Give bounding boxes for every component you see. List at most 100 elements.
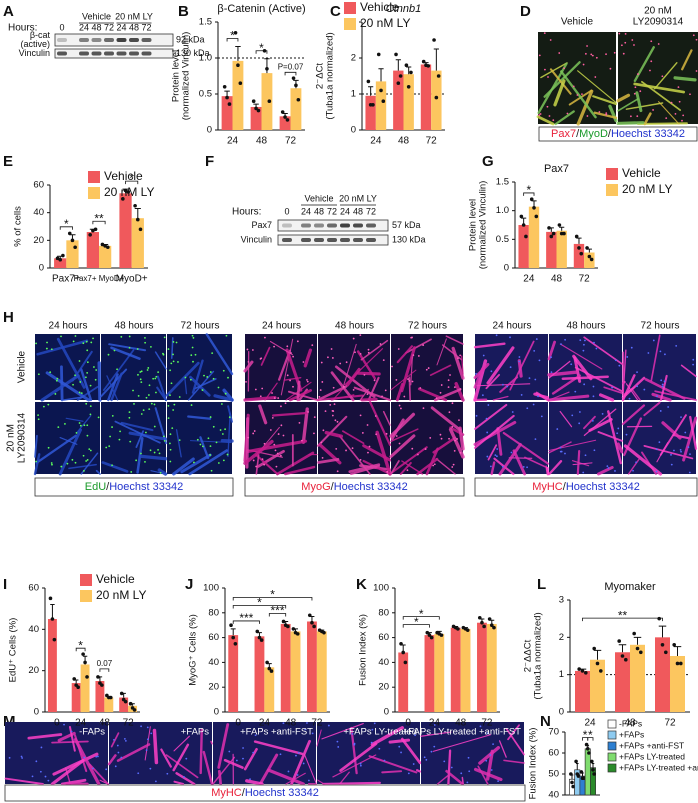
cell-fiber <box>400 737 422 765</box>
caption-part: Hoechst 33342 <box>109 481 183 493</box>
column-header: 72 hours <box>408 321 447 332</box>
cell-fiber <box>399 461 412 475</box>
cell-fiber <box>689 415 698 450</box>
nucleus <box>540 415 543 418</box>
lane-label: 24 <box>79 22 89 32</box>
error-bar <box>576 237 582 244</box>
nucleus <box>670 453 672 456</box>
nucleus <box>618 364 621 367</box>
cell-fiber <box>350 465 380 476</box>
blot-band <box>129 38 139 42</box>
cell-fiber <box>627 458 640 475</box>
data-point <box>312 624 316 629</box>
cell-fiber <box>187 415 212 420</box>
nucleus <box>154 377 157 380</box>
data-point <box>421 59 426 64</box>
data-point <box>590 759 594 764</box>
blot-band <box>282 223 292 228</box>
cell-fiber <box>154 407 168 445</box>
nucleus <box>532 403 535 406</box>
cell-fiber <box>436 773 451 785</box>
bar <box>254 636 265 712</box>
caption-part: MyHC <box>211 787 242 799</box>
image-label: -FAPs <box>79 727 105 738</box>
y-tick-label: 20 <box>28 665 39 676</box>
nucleus <box>172 353 174 356</box>
nucleus <box>150 732 153 735</box>
nucleus <box>167 348 170 350</box>
data-point <box>585 747 590 751</box>
bar <box>424 635 435 712</box>
x-tick-label: 48 <box>455 718 467 729</box>
nucleus <box>132 389 134 392</box>
nucleus <box>408 380 411 382</box>
data-point <box>489 623 494 627</box>
data-point <box>399 642 403 646</box>
nucleus <box>147 367 150 369</box>
nucleus <box>192 336 195 339</box>
nucleus <box>591 419 594 422</box>
nucleus <box>128 416 131 419</box>
nucleus <box>680 416 682 419</box>
cell-fiber <box>430 406 462 432</box>
nucleus <box>264 336 266 339</box>
nucleus <box>489 465 492 468</box>
nucleus <box>631 39 634 41</box>
nucleus <box>271 392 273 394</box>
nucleus <box>47 403 50 406</box>
nucleus <box>429 437 432 439</box>
panel-letter: A <box>3 3 14 20</box>
significance-label: * <box>414 615 419 629</box>
nucleus <box>162 353 165 356</box>
cell-fiber <box>616 442 624 454</box>
nucleus <box>261 387 264 390</box>
data-point <box>595 661 600 666</box>
data-point <box>55 256 60 261</box>
nucleus <box>579 411 581 413</box>
micrograph <box>391 402 463 474</box>
y-axis-label: Protein level <box>171 50 182 102</box>
cell-fiber <box>180 453 212 474</box>
nucleus <box>89 405 92 408</box>
nucleus <box>451 466 454 468</box>
nucleus <box>280 424 283 427</box>
significance-bracket <box>92 220 106 225</box>
nucleus <box>172 341 175 343</box>
bar <box>450 627 461 712</box>
nucleus <box>606 465 609 468</box>
caption-part: Hoechst 33342 <box>334 481 408 493</box>
bar <box>670 656 685 712</box>
y-tick-label: 60 <box>28 583 39 594</box>
nucleus <box>593 449 596 452</box>
nucleus <box>572 85 575 88</box>
data-point <box>256 108 261 113</box>
cell-fiber <box>369 400 392 447</box>
nucleus <box>45 347 48 350</box>
nucleus <box>353 743 356 746</box>
cell-fiber <box>560 70 597 119</box>
nucleus <box>123 737 126 740</box>
data-point <box>592 646 596 651</box>
y-tick-label: 3 <box>559 595 564 606</box>
nucleus <box>93 366 95 368</box>
data-point <box>103 244 107 248</box>
data-point <box>477 615 482 620</box>
nucleus <box>584 454 587 457</box>
cell-fiber <box>63 396 84 401</box>
cell-fiber <box>243 360 254 373</box>
data-point <box>283 115 287 119</box>
data-point <box>571 784 575 789</box>
nucleus <box>560 343 562 345</box>
nucleus <box>247 360 250 363</box>
nucleus <box>80 392 83 395</box>
cell-fiber <box>451 346 465 380</box>
cell-fiber <box>576 450 581 476</box>
nucleus <box>301 439 303 442</box>
nucleus <box>306 380 309 383</box>
data-point <box>579 251 584 256</box>
nucleus <box>137 772 140 775</box>
cell-fiber <box>616 93 631 103</box>
nucleus <box>475 372 477 375</box>
panel-letter: H <box>3 309 14 326</box>
data-point <box>396 81 401 85</box>
